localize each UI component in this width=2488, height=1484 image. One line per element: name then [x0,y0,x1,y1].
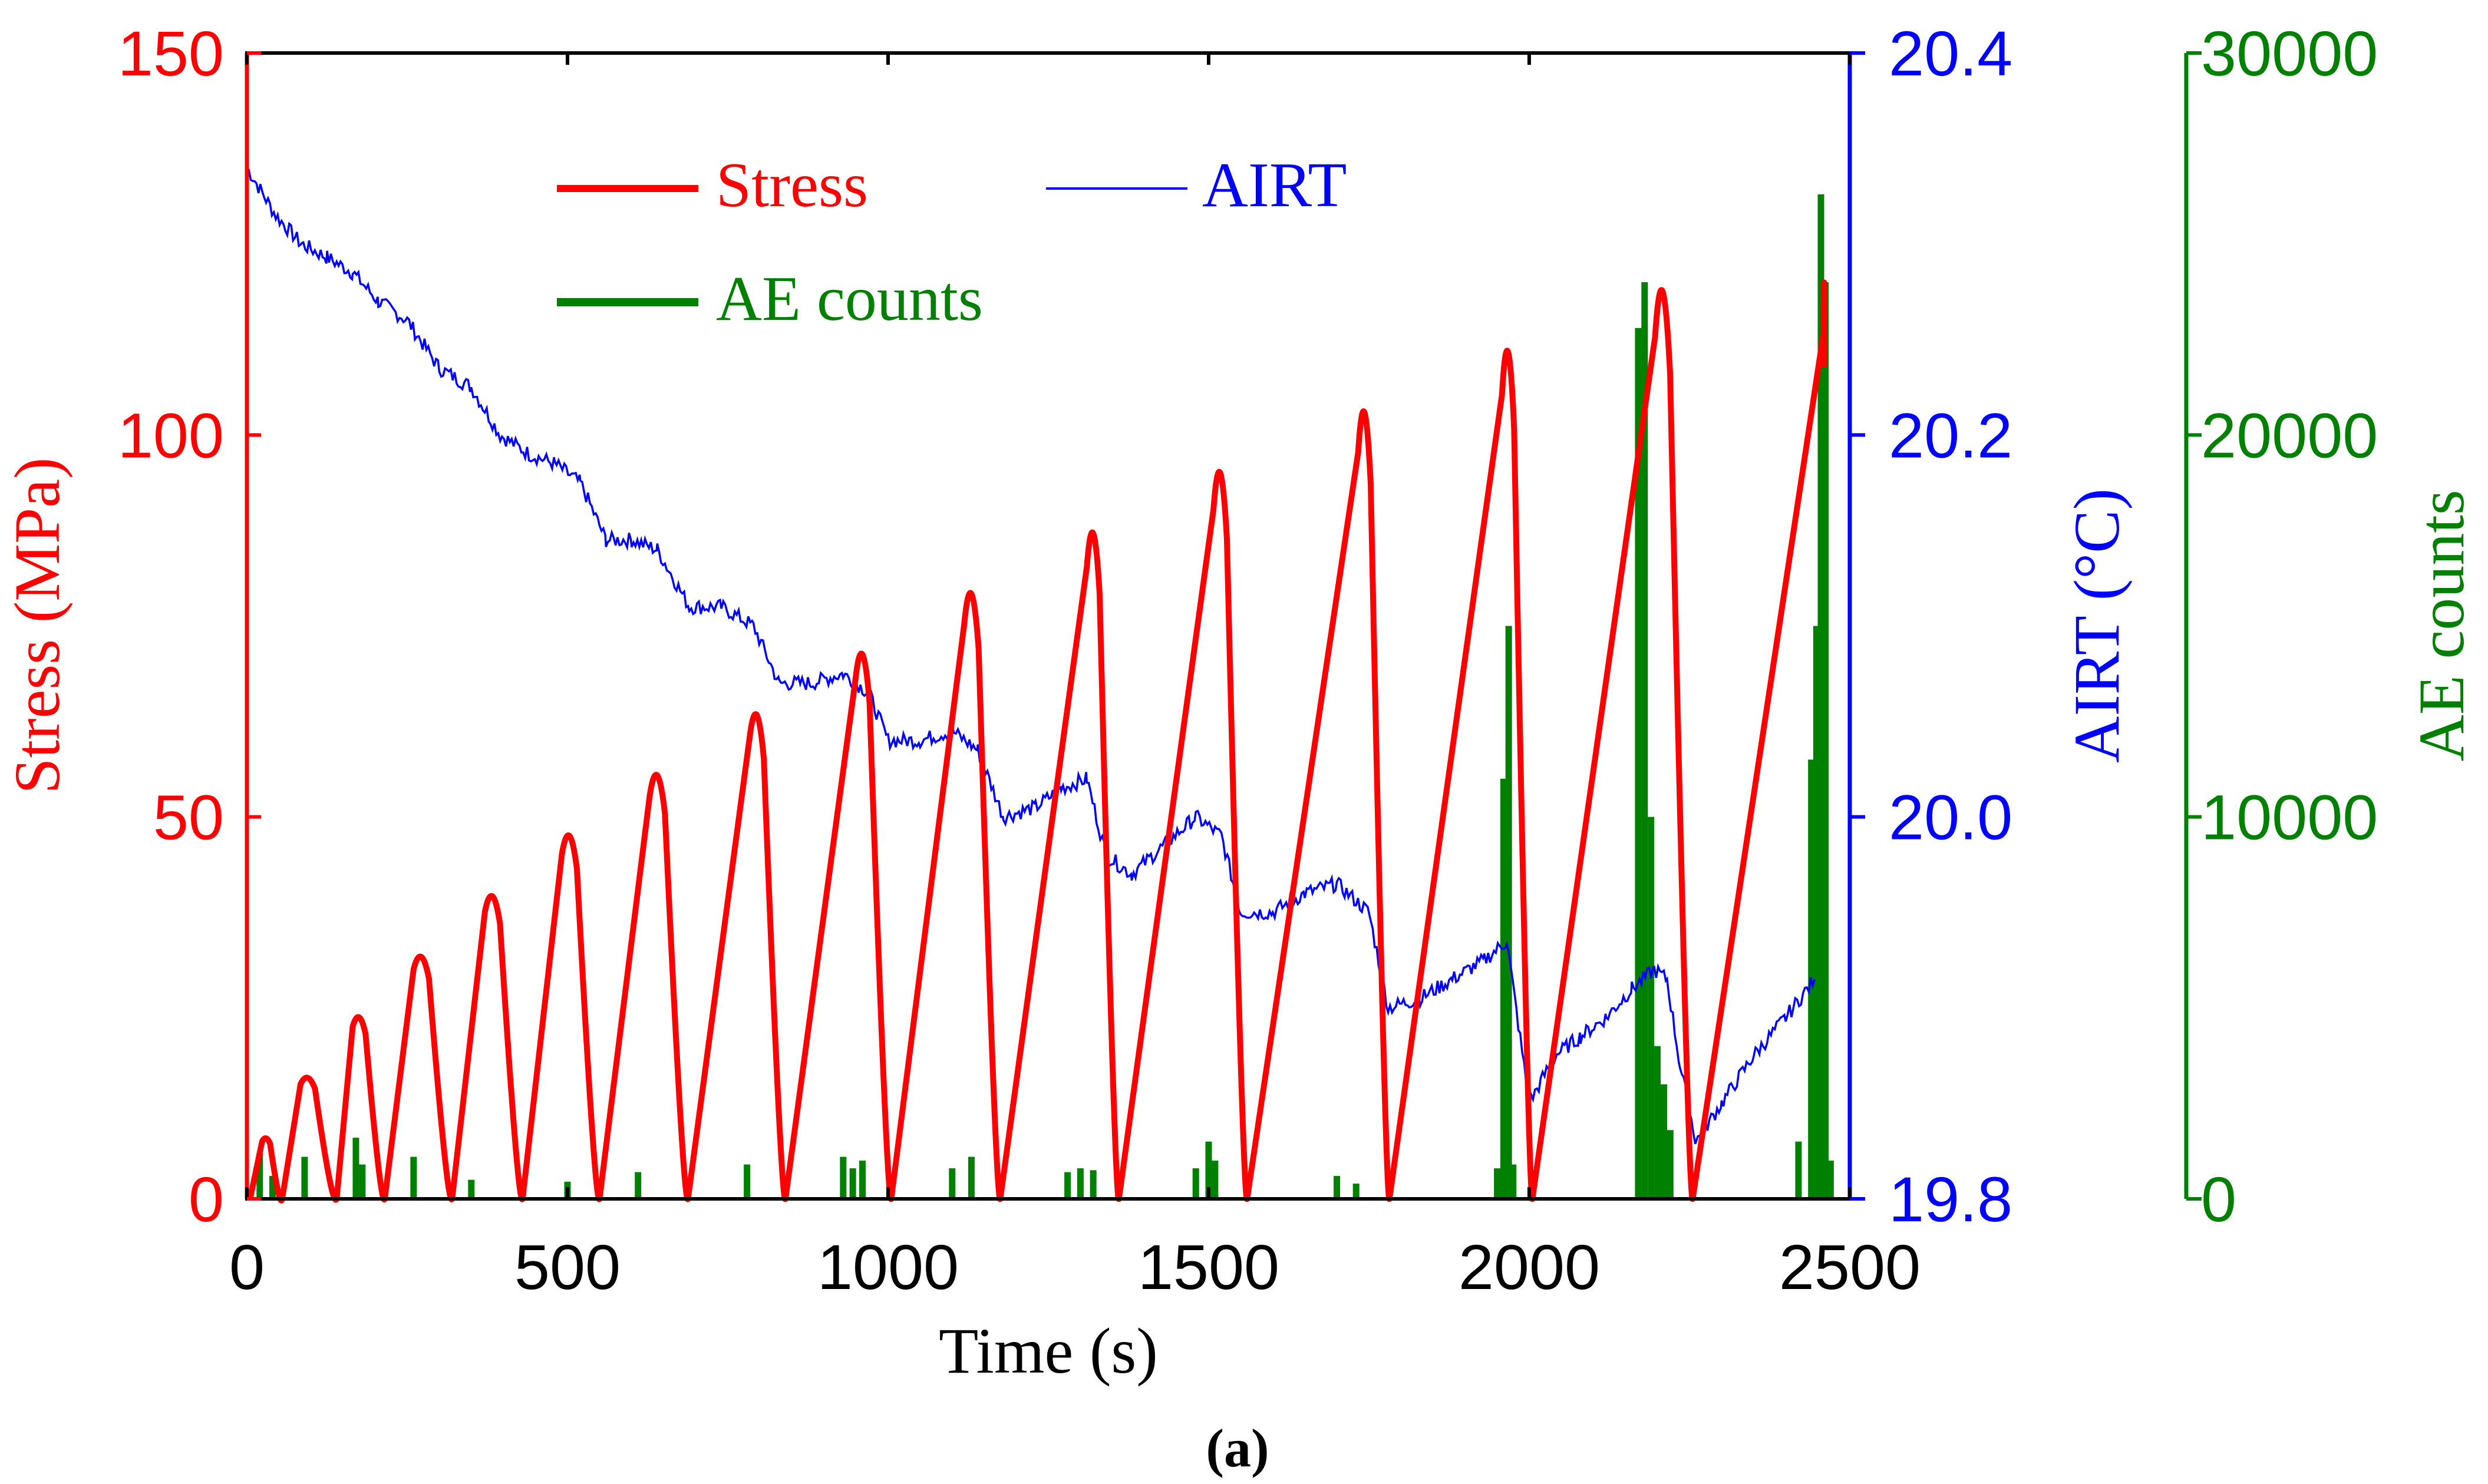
right-ae-tick-label: 30000 [2201,18,2378,89]
x-tick-label: 1000 [817,1231,959,1303]
right-airt-tick-label: 20.0 [1889,782,2012,853]
x-tick-label: 1500 [1138,1231,1279,1303]
x-tick-label: 500 [514,1231,621,1303]
tick-layer: 0 500 1000 1500 2000 2500 0 50 100 150 19.8 20.0 20.… [118,18,2378,1303]
left-tick-label: 100 [118,399,224,471]
x-tick-label: 0 [229,1231,265,1303]
legend-label-stress: Stress [716,150,868,220]
legend: Stress AIRT AE counts [557,150,1347,334]
right-axis-airt-title: AIRT (°C) [2061,488,2133,763]
right-axis-ae-title: AE counts [2405,490,2477,761]
stress-series-line [247,279,1827,1204]
right-ae-tick-label: 0 [2201,1164,2236,1235]
x-tick-label: 2000 [1459,1231,1600,1303]
right-ae-tick-label: 10000 [2201,782,2378,853]
right-airt-tick-label: 20.2 [1889,399,2012,471]
legend-label-ae: AE counts [716,264,983,334]
legend-label-airt: AIRT [1202,150,1347,220]
x-axis-title: Time (s) [939,1315,1158,1387]
subfigure-label: (a) [1206,1418,1269,1478]
ae-counts-series [256,194,1834,1199]
left-tick-label: 50 [153,782,224,853]
plot-frame [245,51,1852,1201]
right-airt-tick-label: 20.4 [1889,18,2012,89]
series-layer [246,167,1834,1204]
left-tick-label: 150 [118,18,224,89]
left-axis-title: Stress (MPa) [1,457,73,794]
right-ae-tick-label: 20000 [2201,399,2378,471]
left-tick-label: 0 [189,1164,224,1235]
right-airt-tick-label: 19.8 [1889,1164,2012,1235]
x-tick-label: 2500 [1779,1231,1921,1303]
